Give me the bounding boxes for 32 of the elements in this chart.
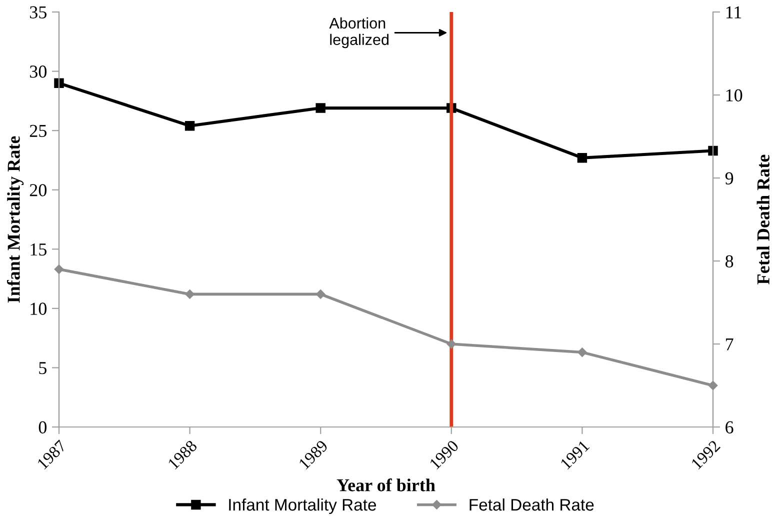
y-tick-label: 10 bbox=[30, 302, 47, 315]
point bbox=[446, 339, 456, 349]
y2-tick-label: 9 bbox=[725, 172, 734, 184]
y-tick-label: 20 bbox=[30, 184, 47, 196]
legend-label: Fetal Death Rate bbox=[470, 498, 594, 511]
point bbox=[184, 120, 195, 131]
y2-tick-label: 11 bbox=[726, 6, 742, 18]
point bbox=[316, 290, 326, 299]
y2-tick-label: 6 bbox=[726, 421, 734, 434]
point bbox=[708, 380, 718, 390]
y-axis-title: Infant Mortality Rate bbox=[6, 136, 24, 303]
point bbox=[54, 78, 64, 88]
point bbox=[578, 348, 587, 357]
point bbox=[185, 290, 194, 299]
x-axis-title: Year of birth bbox=[336, 478, 436, 492]
y2-axis-title: Fetal Death Rate bbox=[756, 154, 770, 284]
y-tick-label: 30 bbox=[30, 66, 47, 78]
point bbox=[708, 146, 718, 156]
y-tick-label: 5 bbox=[39, 362, 46, 374]
point bbox=[577, 152, 588, 163]
y-tick-label: 35 bbox=[30, 6, 46, 18]
x-tick-label: 1991 bbox=[560, 440, 590, 470]
y2-tick-label: 8 bbox=[725, 255, 734, 268]
point bbox=[54, 264, 64, 274]
point bbox=[316, 103, 326, 113]
y2-tick-label: 7 bbox=[726, 338, 734, 350]
y2-tick-label: 10 bbox=[726, 89, 742, 102]
y-tick-label: 15 bbox=[30, 243, 46, 256]
ref-line-label: Abortion legalized bbox=[329, 17, 388, 48]
legend-label: Infant Mortality Rate bbox=[229, 498, 376, 514]
y-tick-label: 25 bbox=[30, 124, 46, 138]
y-tick-label: 0 bbox=[38, 421, 47, 434]
